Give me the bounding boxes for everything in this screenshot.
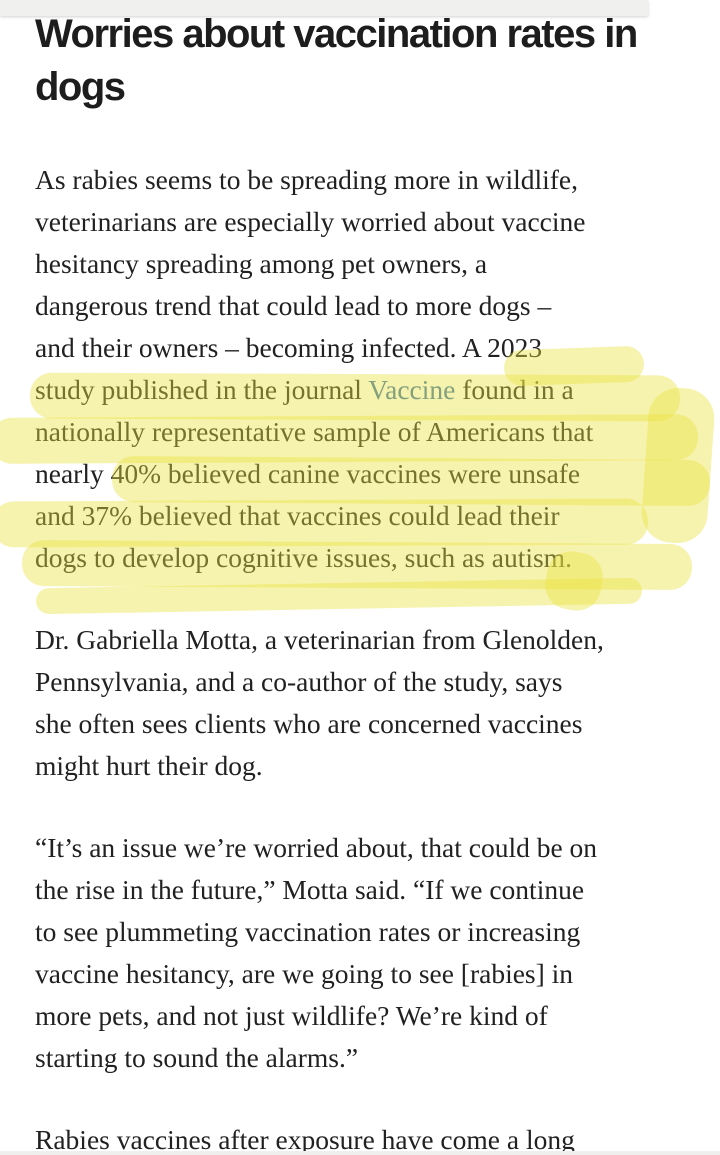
paragraph-1: As rabies seems to be spreading more in … [35, 159, 720, 579]
top-bar [0, 0, 648, 16]
vaccine-journal-link[interactable]: Vaccine [368, 374, 456, 405]
paragraph-2: Dr. Gabriella Motta, a veterinarian from… [35, 624, 604, 781]
article-headline: Worries about vaccination rates in dogs [35, 12, 638, 109]
paragraph-3: “It’s an issue we’re worried about, that… [35, 832, 598, 1073]
paragraph-1-text-cont: found in a nationally representative sam… [35, 374, 594, 573]
bottom-edge-strip [0, 1151, 720, 1155]
paragraph-1-text: As rabies seems to be spreading more in … [35, 164, 586, 405]
paragraph-4: Rabies vaccines after exposure have come… [35, 1124, 575, 1155]
